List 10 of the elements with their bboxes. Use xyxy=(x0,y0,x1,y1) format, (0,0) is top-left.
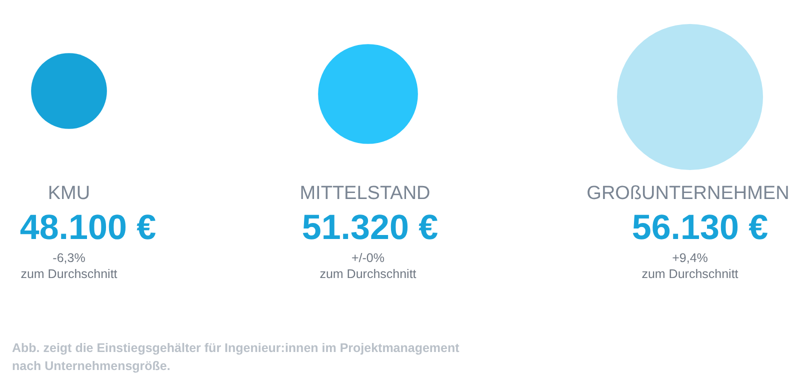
text: -6,3% zum Durchschnitt xyxy=(20,251,118,281)
category-label: GROßUNTERNEHMEN xyxy=(586,183,790,205)
text: +/-0% zum Durchschnitt xyxy=(320,251,416,281)
data-label: 56.130 € xyxy=(632,208,768,248)
text: +9,4% zum Durchschnitt xyxy=(642,251,738,281)
data-label: 48.100 € xyxy=(20,208,156,248)
data-label: 51.320 € xyxy=(302,208,438,248)
text: Abb. zeigt die Einstiegsgehälter für Ingenieur:innen im Projektmanagement nach Unternehmensgröße. xyxy=(12,340,460,375)
category-label: KMU xyxy=(48,183,90,205)
category-label: MITTELSTAND xyxy=(300,183,430,205)
